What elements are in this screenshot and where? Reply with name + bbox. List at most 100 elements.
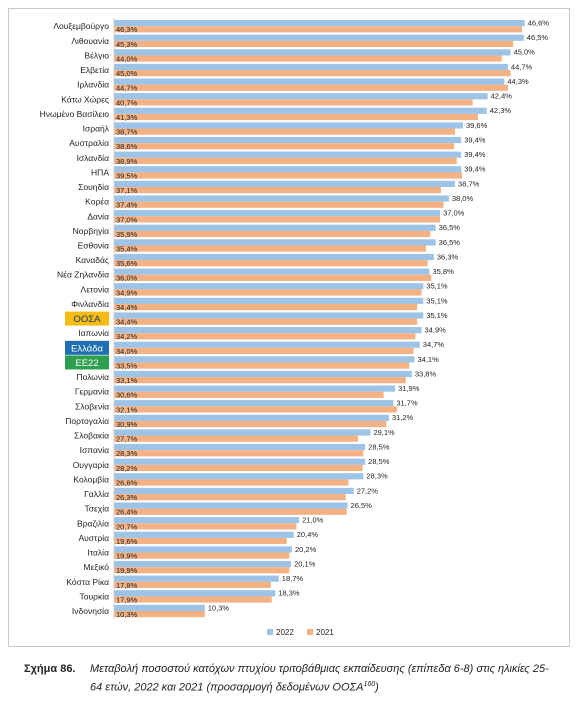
bar-2022-31	[114, 473, 364, 480]
bar-2021-33	[114, 508, 347, 515]
category-label-34: Βραζιλία	[77, 518, 109, 528]
bar-2021-19	[114, 303, 418, 311]
value-label-2022-7: 39,6%	[466, 121, 488, 130]
value-label-2021-14: 35,9%	[116, 230, 138, 239]
category-label-6: Ηνωμένο Βασίλειο	[40, 109, 110, 119]
value-label-2021-29: 28,3%	[116, 449, 138, 458]
value-label-2021-5: 40,7%	[116, 98, 138, 107]
value-label-2022-29: 28,5%	[368, 442, 390, 451]
bar-2022-30	[114, 458, 366, 465]
value-label-2022-17: 35,8%	[432, 267, 454, 276]
category-label-12: Κορέα	[85, 197, 109, 207]
category-label-40: Ινδονησία	[72, 606, 109, 616]
legend-label-2022: 2022	[276, 628, 294, 637]
bar-2021-35	[114, 537, 287, 545]
category-label-36: Ιταλία	[87, 548, 109, 558]
bar-2021-2	[114, 55, 502, 62]
category-label-9: Ισλανδία	[77, 153, 110, 163]
value-label-2021-0: 46,3%	[116, 25, 138, 34]
value-label-2022-14: 36,5%	[439, 223, 461, 232]
bar-2021-13	[114, 216, 441, 223]
bar-2022-22	[114, 341, 420, 348]
value-label-2022-4: 44,3%	[507, 77, 529, 86]
bar-2021-30	[114, 464, 363, 471]
bar-2021-40	[114, 611, 205, 618]
value-label-2021-18: 34,9%	[116, 288, 138, 297]
value-label-2021-13: 37,0%	[116, 215, 138, 224]
category-label-14: Νορβηγία	[73, 226, 109, 236]
bar-2022-20	[114, 312, 424, 319]
bar-2021-25	[114, 391, 384, 398]
bar-2021-32	[114, 494, 346, 501]
value-label-2021-26: 32,1%	[116, 405, 138, 414]
category-label-25: Γερμανία	[75, 387, 109, 397]
value-label-2021-25: 30,6%	[116, 391, 138, 400]
bar-2021-8	[114, 143, 455, 150]
value-label-2022-37: 20,1%	[294, 559, 316, 568]
value-label-2022-15: 36,5%	[439, 238, 461, 247]
bar-2021-17	[114, 274, 432, 281]
bar-2021-6	[114, 113, 478, 121]
highlight-box-20	[65, 311, 109, 326]
value-label-2021-34: 20,7%	[116, 522, 138, 531]
value-label-2021-2: 44,0%	[116, 54, 138, 63]
value-label-2022-40: 10,3%	[208, 603, 230, 612]
value-label-2021-4: 44,7%	[116, 84, 138, 93]
category-label-29: Ισπανία	[80, 445, 109, 455]
value-label-2022-22: 34,7%	[423, 340, 445, 349]
bar-2022-32	[114, 487, 354, 495]
bar-2022-24	[114, 370, 412, 378]
value-label-2022-31: 28,3%	[366, 472, 388, 481]
highlight-box-23	[65, 355, 109, 370]
value-label-2021-24: 33,1%	[116, 376, 138, 385]
bar-2022-19	[114, 297, 424, 304]
category-label-2: Βέλγιο	[84, 50, 109, 60]
bar-2022-18	[114, 283, 424, 290]
category-label-0: Λουξεμβούργο	[53, 21, 109, 31]
bar-2022-2	[114, 49, 511, 56]
value-label-2021-33: 26,4%	[116, 508, 138, 517]
bar-2022-11	[114, 180, 456, 188]
bar-2022-40	[114, 604, 205, 611]
category-label-32: Γαλλία	[84, 489, 109, 499]
value-label-2021-40: 10,3%	[116, 610, 138, 619]
value-label-2022-32: 27,2%	[357, 486, 379, 495]
category-label-38: Κόστα Ρίκα	[66, 577, 109, 587]
bar-2022-4	[114, 78, 505, 85]
category-label-35: Αυστρία	[78, 533, 109, 543]
value-label-2021-30: 28,2%	[116, 464, 138, 473]
category-label-22: Ελλάδα	[71, 343, 103, 354]
bar-2021-12	[114, 201, 444, 208]
bar-2022-0	[114, 20, 525, 27]
bar-2021-26	[114, 406, 397, 413]
bar-2021-38	[114, 581, 271, 588]
value-label-2021-21: 34,2%	[116, 332, 138, 341]
bar-2021-27	[114, 420, 387, 428]
bar-2022-28	[114, 429, 371, 436]
value-label-2022-35: 20,4%	[297, 530, 319, 539]
category-label-18: Λετονία	[81, 284, 110, 294]
bar-2022-23	[114, 356, 415, 363]
category-label-19: Φινλανδία	[71, 299, 109, 309]
category-label-33: Τσεχία	[84, 504, 109, 514]
bar-2022-15	[114, 239, 436, 246]
bar-2021-15	[114, 245, 426, 252]
bar-2022-37	[114, 560, 292, 568]
highlight-box-22	[65, 340, 109, 355]
category-label-10: ΗΠΑ	[91, 167, 109, 177]
caption-label: Σχήμα 86.	[24, 663, 76, 675]
value-label-2021-20: 34,4%	[116, 318, 138, 327]
value-label-2021-1: 45,3%	[116, 40, 138, 49]
value-label-2022-8: 39,4%	[464, 135, 486, 144]
value-label-2021-9: 38,9%	[116, 157, 138, 166]
category-label-16: Καναδάς	[76, 255, 109, 265]
category-label-24: Πολωνία	[76, 372, 109, 382]
category-label-15: Εσθονία	[78, 241, 110, 251]
legend-label-2021: 2021	[316, 628, 334, 637]
value-label-2022-23: 34,1%	[418, 355, 440, 364]
bar-2021-20	[114, 318, 418, 325]
value-label-2022-36: 20,2%	[295, 545, 317, 554]
category-label-3: Ελβετία	[80, 65, 109, 75]
bar-2021-37	[114, 567, 290, 574]
value-label-2022-20: 35,1%	[426, 311, 448, 320]
